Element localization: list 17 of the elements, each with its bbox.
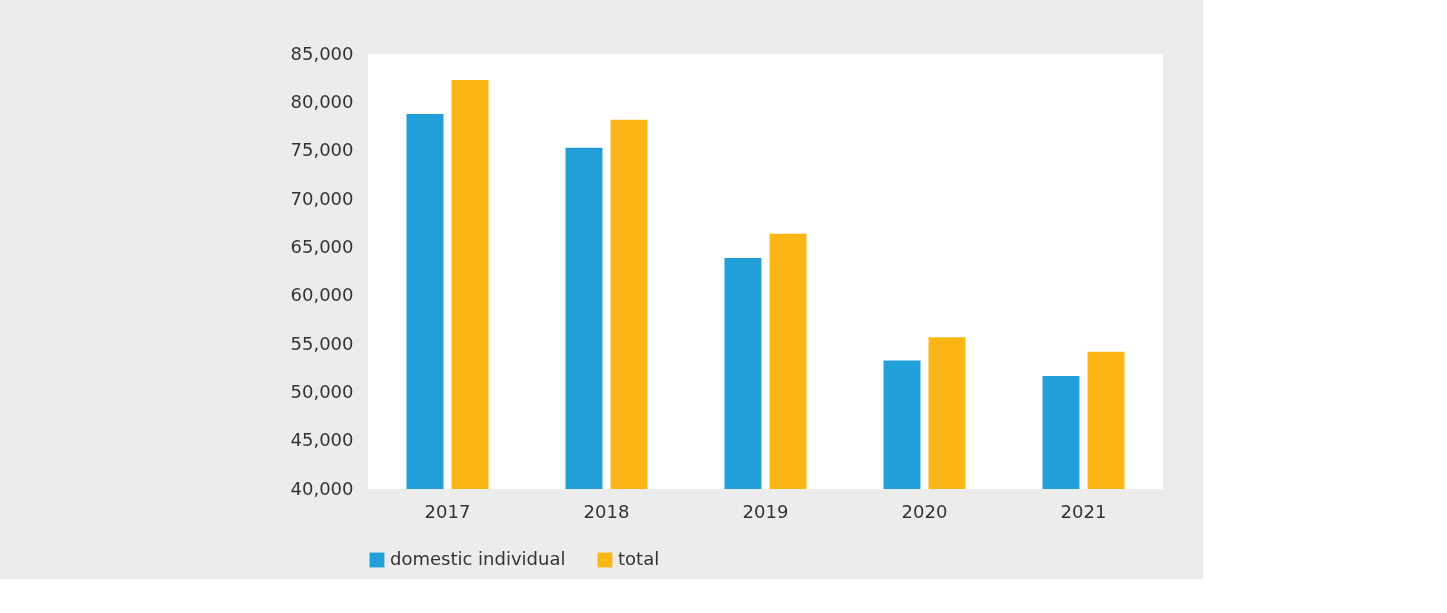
y-tick-label: 65,000	[290, 235, 354, 257]
x-tick-label: 2019	[742, 500, 789, 522]
y-tick-label: 75,000	[290, 139, 354, 161]
x-tick-label: 2020	[901, 500, 948, 522]
y-tick-label: 45,000	[290, 429, 354, 451]
legend-label: total	[618, 548, 660, 569]
y-tick-label: 55,000	[290, 332, 354, 354]
y-tick-label: 80,000	[290, 90, 354, 112]
legend-label: domestic individual	[390, 548, 566, 569]
y-tick-label: 85,000	[290, 42, 354, 64]
x-tick-label: 2021	[1060, 500, 1107, 522]
y-tick-label: 40,000	[290, 477, 354, 499]
y-tick-label: 50,000	[290, 380, 354, 402]
x-tick-label: 2017	[424, 500, 471, 522]
y-tick-label: 70,000	[290, 187, 354, 209]
x-tick-label: 2018	[583, 500, 630, 522]
y-tick-label: 60,000	[290, 284, 354, 306]
